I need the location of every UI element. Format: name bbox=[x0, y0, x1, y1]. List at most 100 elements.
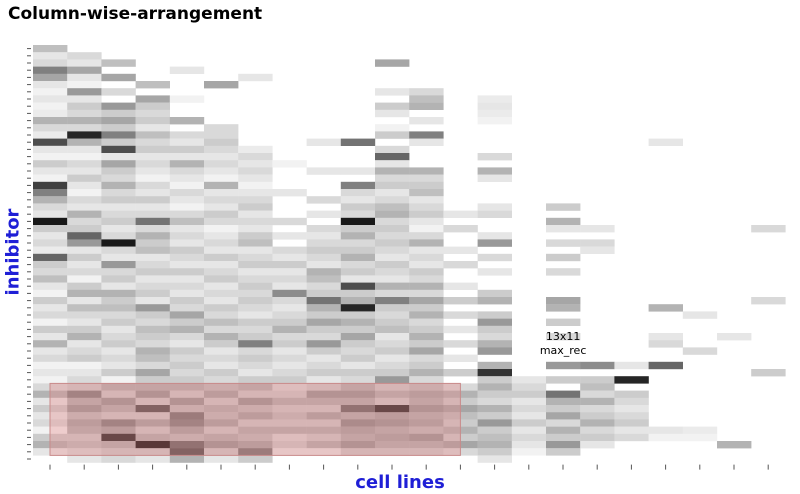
heatmap-cell bbox=[306, 261, 341, 269]
heatmap-cell bbox=[101, 232, 136, 240]
heatmap-cell bbox=[101, 217, 136, 226]
heatmap-cell bbox=[204, 318, 239, 326]
heatmap-cell bbox=[306, 376, 341, 384]
heatmap-cell bbox=[375, 167, 410, 175]
heatmap-cell bbox=[101, 441, 136, 449]
heatmap-cell bbox=[477, 383, 512, 391]
heatmap-cell bbox=[682, 347, 718, 355]
heatmap-cell bbox=[169, 289, 205, 298]
heatmap-cell bbox=[67, 426, 102, 434]
heatmap-cell bbox=[33, 153, 68, 161]
heatmap-cell bbox=[306, 426, 341, 434]
heatmap-cell bbox=[169, 181, 205, 190]
heatmap-cell bbox=[238, 318, 273, 326]
heatmap-cell bbox=[204, 153, 239, 161]
heatmap-cell bbox=[375, 333, 410, 341]
heatmap-cell bbox=[67, 333, 102, 341]
heatmap-cell bbox=[272, 232, 307, 240]
heatmap-cell bbox=[409, 268, 444, 276]
heatmap-cell bbox=[477, 369, 512, 377]
heatmap-cell bbox=[169, 304, 205, 312]
heatmap-cell bbox=[340, 412, 376, 420]
heatmap-cell bbox=[580, 433, 615, 442]
heatmap-cell bbox=[33, 289, 68, 298]
heatmap-cell bbox=[306, 210, 341, 218]
heatmap-cell bbox=[135, 239, 170, 247]
heatmap-cell bbox=[101, 131, 136, 139]
heatmap-cell bbox=[135, 153, 170, 161]
heatmap-cell bbox=[477, 109, 512, 118]
heatmap-cell bbox=[33, 196, 68, 204]
heatmap-cell bbox=[375, 419, 410, 427]
heatmap-cell bbox=[204, 369, 239, 377]
heatmap-cell bbox=[375, 181, 410, 190]
heatmap-cell bbox=[375, 268, 410, 276]
heatmap-cell bbox=[238, 297, 273, 305]
heatmap-cell bbox=[238, 261, 273, 269]
heatmap-cell bbox=[238, 441, 273, 449]
heatmap-cell bbox=[169, 282, 205, 290]
heatmap-cell bbox=[169, 174, 205, 182]
heatmap-cell bbox=[238, 282, 273, 290]
heatmap-cell bbox=[443, 246, 478, 254]
heatmap-cell bbox=[340, 181, 376, 190]
heatmap-cell bbox=[33, 124, 68, 132]
heatmap-cell bbox=[33, 253, 68, 262]
heatmap-cell bbox=[204, 261, 239, 269]
heatmap-cell bbox=[375, 361, 410, 370]
heatmap-cell bbox=[67, 145, 102, 154]
heatmap-cell bbox=[306, 289, 341, 298]
heatmap-cell bbox=[409, 102, 444, 110]
heatmap-cell bbox=[477, 441, 512, 449]
heatmap-cell bbox=[238, 340, 273, 348]
heatmap-cell bbox=[135, 109, 170, 118]
heatmap-cell bbox=[101, 369, 136, 377]
heatmap-cell bbox=[67, 117, 102, 125]
heatmap-cell bbox=[306, 390, 341, 398]
heatmap-cell bbox=[101, 268, 136, 276]
heatmap-cell bbox=[306, 311, 341, 319]
heatmap-cell bbox=[33, 268, 68, 276]
heatmap-cell bbox=[67, 95, 102, 103]
heatmap-cell bbox=[135, 210, 170, 218]
heatmap-cell bbox=[238, 232, 273, 240]
heatmap-cell bbox=[614, 412, 649, 420]
heatmap-cell bbox=[409, 376, 444, 384]
heatmap-cell bbox=[682, 311, 718, 319]
heatmap-cell bbox=[67, 73, 102, 82]
heatmap-cell bbox=[135, 268, 170, 276]
heatmap-cell bbox=[135, 412, 170, 420]
heatmap-cell bbox=[306, 383, 341, 391]
heatmap-cell bbox=[409, 131, 444, 139]
heatmap-cell bbox=[135, 419, 170, 427]
heatmap-cell bbox=[135, 289, 170, 298]
heatmap-cell bbox=[546, 390, 581, 398]
heatmap-cell bbox=[169, 203, 205, 211]
heatmap-cell bbox=[101, 138, 136, 146]
heatmap-cell bbox=[33, 347, 68, 355]
heatmap-cell bbox=[682, 426, 718, 434]
heatmap-cell bbox=[135, 138, 170, 146]
heatmap-cell bbox=[238, 304, 273, 312]
heatmap-cell bbox=[204, 275, 239, 283]
heatmap-cell bbox=[272, 318, 307, 326]
heatmap-cell bbox=[409, 138, 444, 146]
heatmap-cell bbox=[340, 138, 376, 146]
heatmap-cell bbox=[169, 239, 205, 247]
heatmap-cell bbox=[135, 441, 170, 449]
heatmap-cell bbox=[306, 441, 341, 449]
heatmap-cell bbox=[33, 167, 68, 175]
heatmap-cell bbox=[375, 189, 410, 197]
heatmap-cell bbox=[135, 318, 170, 326]
heatmap-cell bbox=[169, 405, 205, 413]
heatmap-cell bbox=[33, 181, 68, 190]
heatmap-cell bbox=[306, 304, 341, 312]
heatmap-cell bbox=[340, 261, 376, 269]
heatmap-cell bbox=[375, 246, 410, 254]
heatmap-cell bbox=[546, 397, 581, 406]
heatmap-cell bbox=[409, 383, 444, 391]
heatmap-cell bbox=[204, 441, 239, 449]
heatmap-cell bbox=[272, 333, 307, 341]
heatmap-cell bbox=[101, 181, 136, 190]
heatmap-cell bbox=[67, 369, 102, 377]
